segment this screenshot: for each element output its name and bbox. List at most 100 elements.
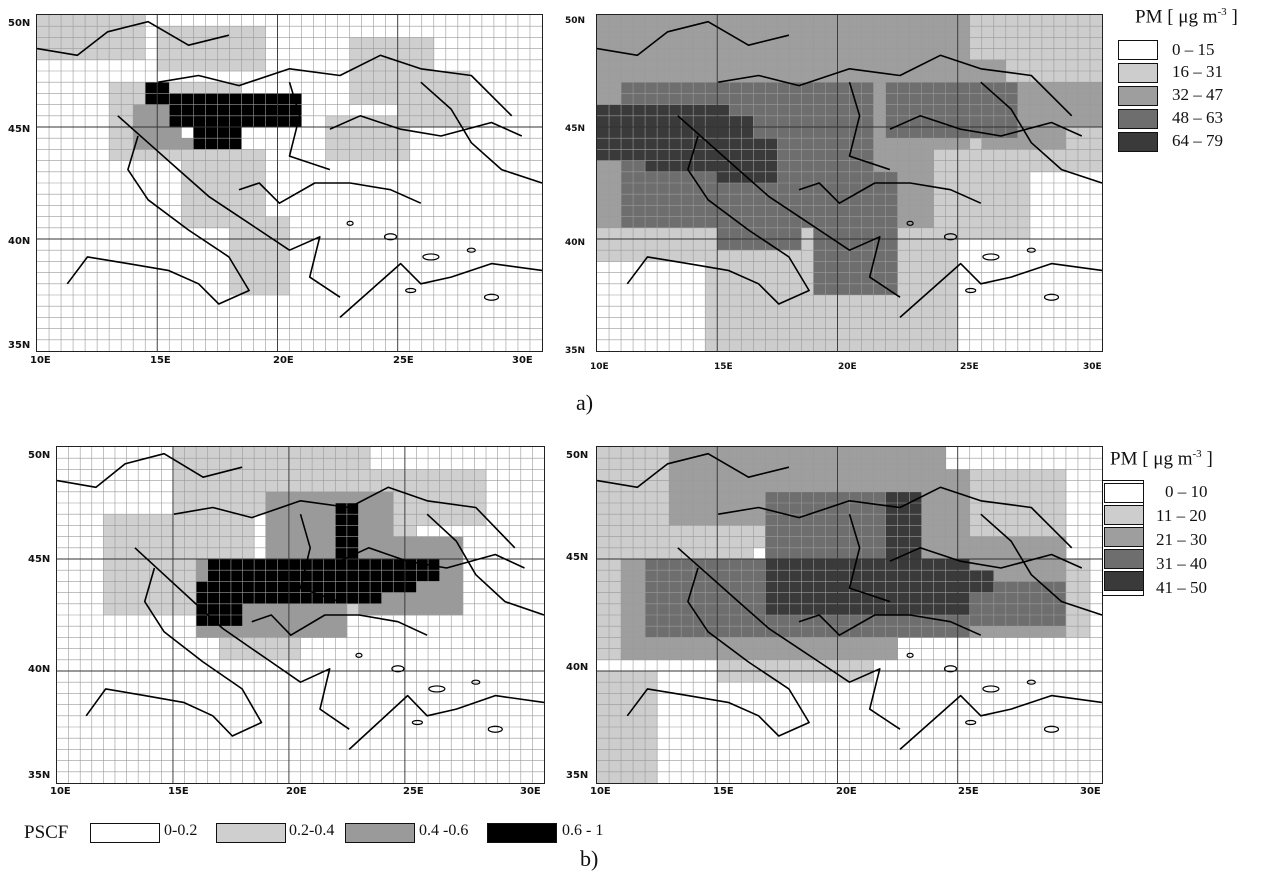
grid-cell	[753, 115, 766, 128]
grid-cell	[207, 503, 220, 515]
grid-cell	[609, 480, 622, 493]
grid-cell	[837, 127, 850, 139]
grid-cell	[609, 503, 622, 515]
grid-cell	[681, 48, 694, 61]
lon-label-30e: 30E	[520, 786, 541, 797]
grid-cell	[205, 160, 218, 173]
grid-cell	[729, 93, 742, 105]
grid-cell	[669, 514, 682, 526]
grid-cell	[609, 615, 622, 627]
grid-cell	[205, 216, 218, 229]
grid-cell	[1089, 115, 1102, 128]
grid-cell	[969, 536, 983, 549]
grid-cell	[669, 138, 682, 150]
grid-cell	[921, 559, 935, 571]
grid-cell	[103, 525, 116, 537]
grid-cell	[909, 183, 923, 195]
grid-cell	[1053, 559, 1067, 571]
grid-cell	[801, 272, 814, 285]
grid-cell	[969, 149, 983, 161]
grid-cell	[645, 693, 658, 705]
grid-cell	[335, 447, 348, 459]
grid-cell	[126, 514, 139, 526]
grid-cell	[404, 491, 417, 504]
grid-cell	[921, 104, 935, 117]
grid-cell	[193, 194, 206, 206]
grid-cell	[705, 547, 718, 560]
grid-cell	[909, 559, 923, 571]
grid-cell	[207, 525, 220, 537]
grid-cell	[161, 592, 174, 605]
grid-cell	[681, 581, 694, 593]
grid-cell	[921, 603, 935, 616]
grid-cell	[181, 160, 194, 173]
grid-cell	[897, 48, 911, 61]
grid-cell	[253, 37, 266, 49]
grid-cell	[138, 514, 151, 526]
grid-cell	[404, 559, 417, 571]
grid-cell	[657, 104, 670, 117]
grid-cell	[312, 536, 325, 549]
grid-cell	[921, 115, 935, 128]
boundary-line	[329, 115, 523, 137]
pscf-legend-label: 0.4 -0.6	[419, 822, 469, 839]
pm-legend-swatch	[1104, 505, 1144, 525]
grid-cell	[777, 491, 790, 504]
grid-cell	[1005, 491, 1019, 504]
grid-cell	[837, 339, 850, 351]
grid-cell	[861, 71, 874, 83]
grid-cell	[729, 491, 742, 504]
grid-cell	[1065, 592, 1079, 605]
grid-cell	[945, 194, 959, 206]
lat-label-45n: 45N	[8, 124, 31, 135]
grid-cell	[789, 339, 802, 351]
grid-cell	[849, 283, 862, 296]
grid-cell	[323, 626, 336, 638]
grid-cell	[717, 127, 730, 139]
grid-cell	[1041, 160, 1055, 173]
grid-cell	[933, 283, 947, 296]
grid-cell	[1053, 603, 1067, 616]
grid-cell	[681, 26, 694, 38]
grid-cell	[825, 626, 838, 638]
boundary-line	[626, 135, 810, 305]
grid-cell	[1041, 115, 1055, 128]
grid-cell	[1053, 547, 1067, 560]
grid-cell	[229, 205, 242, 217]
grid-cell	[693, 581, 706, 593]
grid-cell	[373, 138, 387, 150]
grid-cell	[1041, 559, 1055, 571]
grid-cell	[157, 26, 170, 38]
grid-cell	[265, 536, 278, 549]
grid-cell	[241, 194, 254, 206]
grid-cell	[265, 603, 278, 616]
grid-cell	[753, 570, 766, 582]
grid-cell	[621, 581, 634, 593]
grid-cell	[765, 514, 778, 526]
grid-cell	[1017, 615, 1031, 627]
grid-cell	[705, 317, 718, 329]
grid-cell	[373, 59, 387, 72]
grid-cell	[289, 104, 302, 117]
grid-cell	[681, 239, 694, 251]
grid-cell	[1005, 547, 1019, 560]
grid-cell	[933, 339, 947, 351]
grid-cell	[219, 637, 232, 649]
grid-cell	[1005, 503, 1019, 515]
grid-cell	[428, 469, 441, 481]
grid-cell	[729, 82, 742, 94]
grid-cell	[897, 570, 911, 582]
grid-cell	[969, 227, 983, 240]
grid-cell	[981, 115, 995, 128]
grid-cell	[370, 491, 383, 504]
grid-cell	[242, 525, 255, 537]
grid-cell	[181, 183, 194, 195]
grid-cell	[945, 514, 959, 526]
grid-cell	[241, 239, 254, 251]
grid-cell	[885, 104, 898, 117]
grid-cell	[312, 559, 325, 571]
grid-cell	[789, 183, 802, 195]
grid-cell	[439, 503, 452, 515]
grid-cell	[657, 536, 670, 549]
grid-cell	[825, 37, 838, 49]
